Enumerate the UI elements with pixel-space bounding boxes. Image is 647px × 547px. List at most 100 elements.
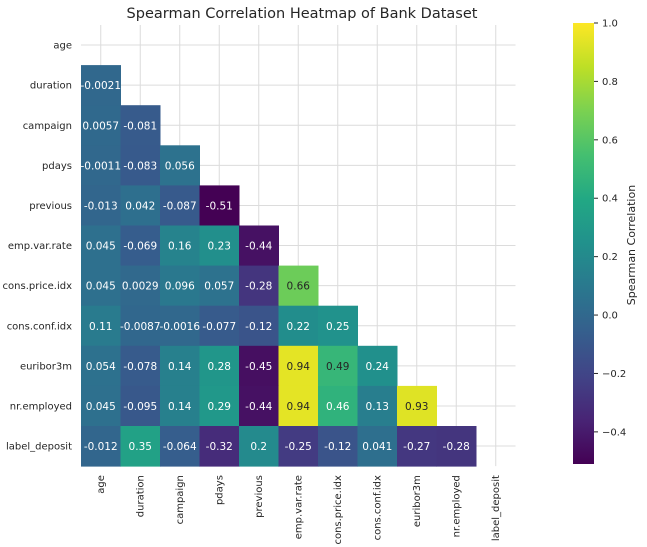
heatmap-cell [199, 426, 240, 467]
heatmap-cell [239, 345, 279, 387]
heatmap-cells: -0.0021 0.0057 -0.081 -0.0011 -0.083 0.056 -0.… [80, 65, 477, 467]
heatmap-cell [160, 265, 200, 307]
cell-value-label: -0.078 [123, 361, 157, 373]
cell-value-label: 0.2 [250, 441, 267, 453]
heatmap-cell [81, 225, 121, 267]
cell-value-label: 0.054 [86, 361, 116, 373]
heatmap-cell [397, 385, 437, 427]
y-tick-label: label_deposit [6, 442, 72, 453]
cell-value-label: 0.042 [125, 200, 155, 212]
heatmap-cell [199, 185, 240, 226]
heatmap-cell [120, 426, 161, 467]
cell-value-label: 0.13 [366, 401, 389, 413]
cell-value-label: -0.087 [163, 200, 197, 212]
heatmap-cell [199, 305, 240, 347]
heatmap-cell [199, 385, 240, 427]
cell-value-label: -0.069 [123, 241, 157, 253]
cell-value-label: -0.28 [443, 441, 470, 453]
heatmap-cell [81, 305, 121, 347]
y-tick-label: campaign [23, 121, 72, 132]
heatmap-cell [239, 225, 279, 267]
cell-value-label: 0.056 [165, 160, 195, 172]
colorbar-tick-label: −0.2 [602, 369, 626, 380]
colorbar-label: Spearman Correlation [625, 185, 638, 305]
cell-value-label: -0.12 [245, 321, 272, 333]
heatmap-cell [397, 426, 437, 467]
heatmap-cell [81, 265, 121, 307]
cell-value-label: 0.25 [326, 321, 349, 333]
cell-value-label: -0.083 [123, 160, 157, 172]
heatmap-cell [120, 305, 161, 347]
colorbar-gradient [573, 23, 594, 464]
cell-value-label: -0.32 [206, 441, 233, 453]
y-tick-label: nr.employed [10, 401, 72, 412]
cell-value-label: -0.081 [123, 120, 157, 132]
cell-value-label: -0.0016 [159, 321, 200, 333]
cell-value-label: -0.064 [163, 441, 197, 453]
x-tick-label: pdays [215, 475, 226, 505]
colorbar-tick-label: 0.8 [602, 77, 618, 88]
heatmap-cell [160, 345, 200, 387]
cell-value-label: 0.24 [366, 361, 390, 373]
x-tick-label: cons.price.idx [333, 475, 344, 545]
heatmap-cell [120, 145, 161, 186]
cell-value-label: 0.045 [86, 241, 116, 253]
heatmap-cell [318, 426, 358, 467]
heatmap-cell [357, 385, 398, 427]
x-tick-label: campaign [175, 475, 186, 524]
y-tick-label: duration [30, 81, 72, 92]
cell-value-label: -0.012 [84, 441, 118, 453]
x-tick-label: label_deposit [491, 475, 502, 541]
x-tick-label: age [96, 475, 107, 494]
colorbar-tick-label: 0.4 [602, 194, 618, 205]
cell-value-label: -0.45 [245, 361, 272, 373]
heatmap-cell [81, 185, 121, 226]
cell-value-label: 0.23 [208, 241, 231, 253]
heatmap-cell [160, 385, 200, 427]
x-tick-label: duration [136, 475, 147, 517]
heatmap-cell [318, 385, 358, 427]
heatmap-cell [239, 265, 279, 307]
y-tick-label: age [53, 41, 72, 52]
heatmap-cell [278, 426, 319, 467]
heatmap-cell [160, 145, 200, 186]
heatmap-cell [120, 185, 161, 226]
heatmap-cell [239, 385, 279, 427]
x-tick-label: nr.employed [452, 475, 463, 537]
x-tick-labels: age duration campaign pdays previous emp.var.… [96, 475, 502, 545]
heatmap-cell [81, 345, 121, 387]
cell-value-label: 0.045 [86, 401, 116, 413]
heatmap-cell [81, 385, 121, 427]
heatmap-cell [357, 426, 398, 467]
x-tick-label: euribor3m [412, 475, 423, 527]
y-tick-label: euribor3m [20, 361, 72, 372]
cell-value-label: 0.28 [208, 361, 231, 373]
chart-title: Spearman Correlation Heatmap of Bank Dat… [127, 6, 478, 22]
cell-value-label: -0.013 [84, 200, 118, 212]
cell-value-label: -0.0011 [80, 160, 121, 172]
heatmap-cell [120, 225, 161, 267]
heatmap-cell [120, 345, 161, 387]
cell-value-label: -0.27 [403, 441, 430, 453]
heatmap-cell [278, 305, 319, 347]
colorbar-tick-label: 0.0 [602, 311, 618, 322]
cell-value-label: 0.14 [168, 401, 192, 413]
cell-value-label: 0.041 [362, 441, 392, 453]
cell-value-label: -0.28 [245, 281, 272, 293]
heatmap-cell [318, 345, 358, 387]
cell-value-label: -0.44 [245, 401, 272, 413]
y-tick-label: cons.price.idx [3, 281, 73, 292]
y-tick-label: pdays [42, 161, 72, 172]
cell-value-label: 0.93 [405, 401, 428, 413]
heatmap-cell [239, 305, 279, 347]
colorbar-tick-label: 0.6 [602, 135, 618, 146]
heatmap-cell [160, 426, 200, 467]
heatmap-cell [357, 345, 398, 387]
cell-value-label: 0.11 [89, 321, 112, 333]
cell-value-label: 0.94 [287, 401, 311, 413]
cell-value-label: 0.0029 [122, 281, 159, 293]
heatmap-cell [160, 305, 200, 347]
cell-value-label: 0.057 [204, 281, 234, 293]
cell-value-label: 0.16 [168, 241, 192, 253]
